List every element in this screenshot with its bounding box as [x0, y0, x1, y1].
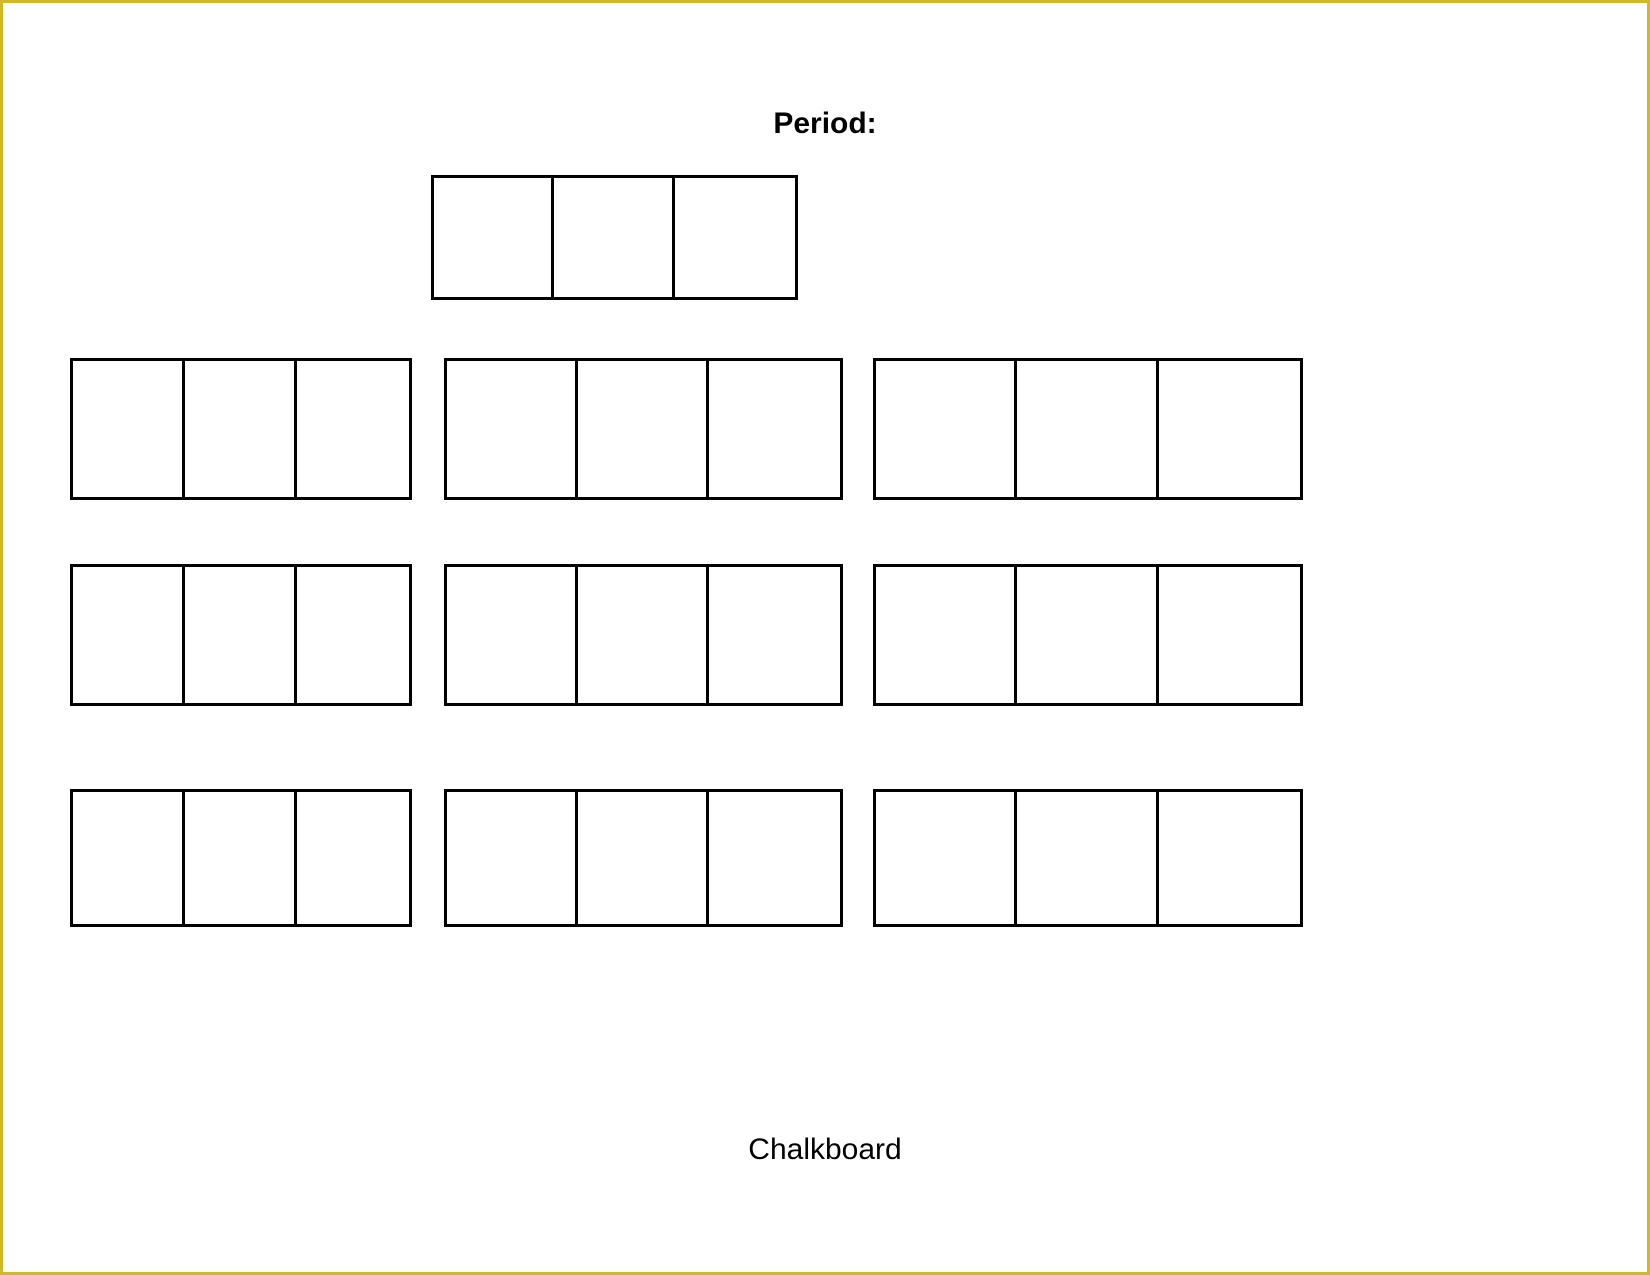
desk-cell — [73, 567, 185, 703]
desk-cell — [447, 792, 578, 924]
desk-cell — [709, 361, 840, 497]
page-title: Period: — [773, 107, 876, 141]
page-frame: Period: — [0, 0, 1650, 1275]
desk-cell — [876, 567, 1017, 703]
footer-label: Chalkboard — [748, 1133, 901, 1167]
desk-cell — [554, 178, 674, 297]
desk-group — [70, 564, 412, 706]
desk-group — [70, 358, 412, 500]
desk-cell — [297, 792, 409, 924]
desk-cell — [1017, 361, 1158, 497]
desk-cell — [297, 567, 409, 703]
desk-cell — [434, 178, 554, 297]
desk-cell — [578, 567, 709, 703]
desk-cell — [447, 361, 578, 497]
desk-cell — [709, 792, 840, 924]
desk-group — [873, 564, 1303, 706]
desk-group — [444, 789, 843, 927]
desk-cell — [1017, 567, 1158, 703]
desk-cell — [185, 792, 297, 924]
desk-cell — [185, 361, 297, 497]
desk-cell — [876, 792, 1017, 924]
desk-cell — [578, 361, 709, 497]
desk-cell — [73, 792, 185, 924]
desk-group — [873, 789, 1303, 927]
desk-cell — [1159, 361, 1300, 497]
desk-cell — [1159, 567, 1300, 703]
desk-cell — [73, 361, 185, 497]
desk-cell — [876, 361, 1017, 497]
desk-group — [444, 564, 843, 706]
desk-group — [873, 358, 1303, 500]
desk-group-top — [431, 175, 798, 300]
desk-cell — [578, 792, 709, 924]
desk-cell — [709, 567, 840, 703]
desk-cell — [447, 567, 578, 703]
desk-cell — [297, 361, 409, 497]
desk-group — [70, 789, 412, 927]
desk-group — [444, 358, 843, 500]
desk-cell — [1159, 792, 1300, 924]
desk-cell — [675, 178, 795, 297]
desk-cell — [1017, 792, 1158, 924]
desk-cell — [185, 567, 297, 703]
